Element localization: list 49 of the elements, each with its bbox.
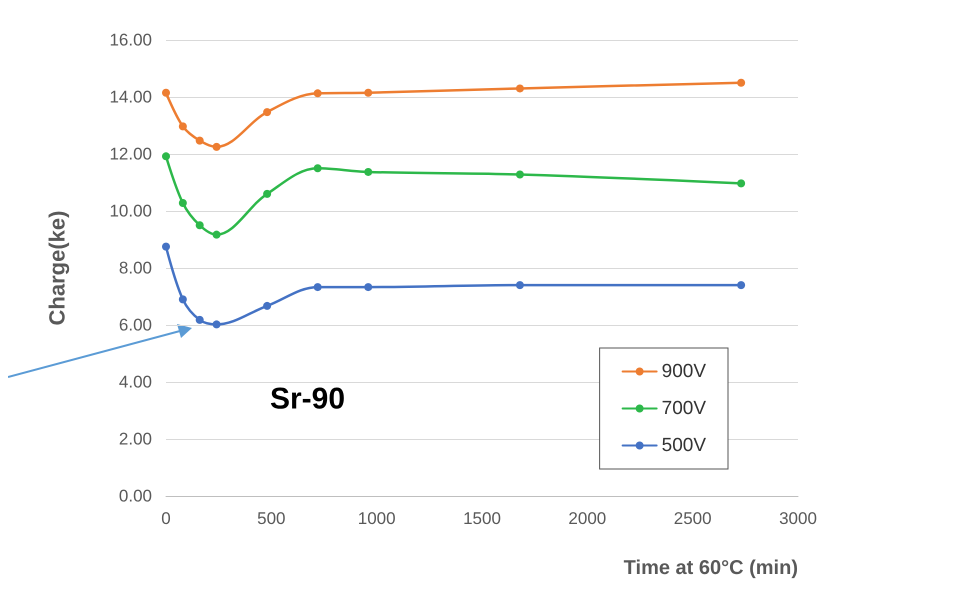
point bbox=[196, 136, 204, 145]
y-tick-label: 4.00 bbox=[118, 372, 152, 392]
point bbox=[364, 168, 372, 176]
point bbox=[196, 221, 204, 230]
point bbox=[178, 122, 187, 130]
y-tick-label: 16.00 bbox=[109, 30, 152, 50]
point bbox=[263, 302, 272, 310]
y-tick-label: 14.00 bbox=[109, 88, 152, 106]
y-axis-title: Charge(ke) bbox=[44, 210, 70, 326]
legend-label: 700V bbox=[662, 398, 706, 419]
point bbox=[212, 320, 221, 328]
point bbox=[178, 199, 187, 208]
y-tick-label: 12.00 bbox=[109, 144, 152, 164]
x-axis-title: Time at 60°C (min) bbox=[624, 557, 798, 579]
y-tick-label: 10.00 bbox=[109, 202, 152, 220]
point bbox=[162, 242, 170, 251]
point bbox=[212, 142, 221, 151]
x-tick-label: 0 bbox=[161, 509, 171, 528]
point bbox=[737, 78, 746, 87]
y-tick-label: 0.00 bbox=[118, 486, 152, 506]
x-tick-label: 2000 bbox=[568, 509, 606, 528]
point bbox=[314, 283, 322, 292]
legend-label: 900V bbox=[662, 361, 706, 382]
legend-label: 500V bbox=[662, 435, 706, 456]
point bbox=[516, 170, 524, 179]
point bbox=[516, 281, 524, 290]
point bbox=[162, 152, 170, 160]
x-tick-label: 1000 bbox=[358, 509, 396, 528]
y-tick-label: 6.00 bbox=[118, 316, 152, 334]
point bbox=[196, 316, 204, 324]
point bbox=[364, 88, 372, 97]
point bbox=[263, 108, 272, 116]
y-tick-label: 8.00 bbox=[118, 258, 152, 278]
x-tick-label: 3000 bbox=[779, 509, 817, 528]
x-tick-label: 500 bbox=[257, 509, 286, 528]
point bbox=[162, 88, 170, 97]
point bbox=[314, 164, 322, 172]
point bbox=[178, 295, 187, 304]
point bbox=[737, 179, 746, 188]
point bbox=[737, 281, 746, 290]
point bbox=[314, 89, 322, 98]
x-tick-label: 1500 bbox=[463, 509, 501, 528]
x-tick-label: 2500 bbox=[674, 509, 712, 528]
y-tick-label: 2.00 bbox=[118, 430, 152, 448]
point bbox=[212, 230, 221, 239]
point bbox=[364, 283, 372, 292]
point bbox=[516, 84, 524, 92]
annotation: Sr-90 bbox=[270, 382, 346, 416]
point bbox=[263, 190, 272, 198]
